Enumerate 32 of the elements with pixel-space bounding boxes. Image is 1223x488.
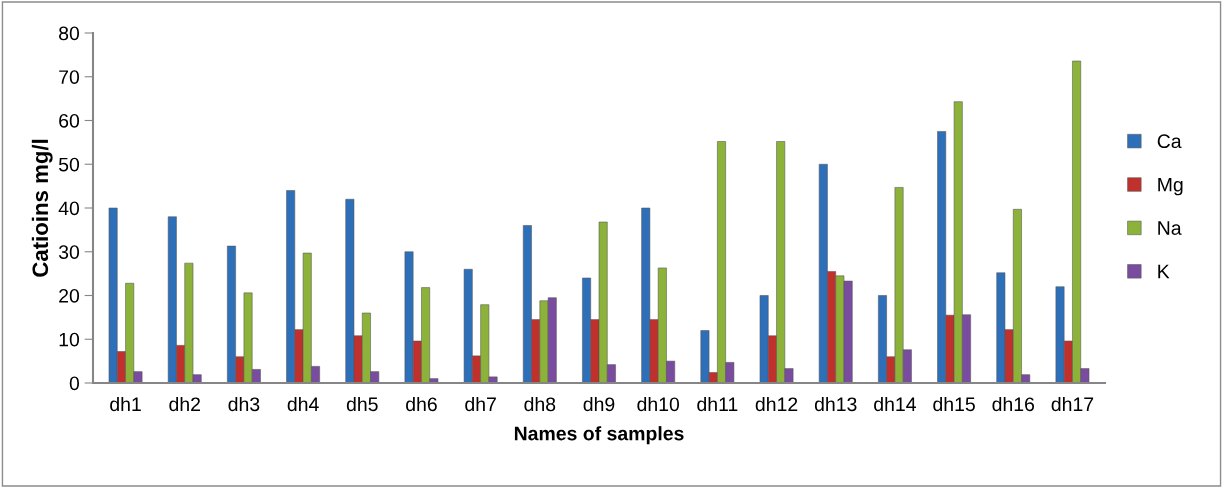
- x-tick-label: dh7: [465, 396, 496, 412]
- y-tick-label: 20: [59, 288, 80, 303]
- y-tick-label: 70: [59, 70, 80, 84]
- x-axis-title: Names of samples: [514, 426, 684, 445]
- y-axis-title: Catioins mg/l: [31, 139, 53, 277]
- y-tick-label: 60: [59, 113, 80, 128]
- y-tick-label: 80: [59, 26, 80, 41]
- y-tick-label: 40: [58, 201, 80, 216]
- x-tick-label: dh9: [583, 396, 615, 412]
- x-tick-label: dh6: [406, 396, 437, 412]
- x-tick-label: dh1: [110, 396, 141, 412]
- x-tick-label: dh2: [169, 396, 200, 412]
- y-tick-label: 0: [69, 376, 80, 391]
- x-tick-label: dh5: [346, 396, 378, 412]
- x-tick-label: dh3: [228, 396, 260, 412]
- x-tick-label: dh17: [1051, 396, 1094, 412]
- x-tick-label: dh15: [933, 396, 975, 412]
- legend-label: K: [1158, 264, 1170, 279]
- x-tick-label: dh10: [637, 396, 680, 412]
- x-tick-label: dh14: [874, 396, 916, 412]
- legend-label: Na: [1158, 221, 1182, 235]
- x-tick-label: dh8: [524, 396, 556, 412]
- x-tick-label: dh13: [814, 396, 857, 412]
- legend-label: Ca: [1157, 134, 1182, 149]
- x-tick-label: dh12: [755, 396, 798, 412]
- legend-label: Mg: [1158, 177, 1183, 196]
- x-tick-label: dh4: [287, 396, 319, 412]
- y-tick-label: 10: [59, 332, 80, 347]
- x-tick-label: dh11: [697, 396, 738, 412]
- y-tick-label: 50: [58, 157, 80, 172]
- y-tick-label: 30: [58, 245, 80, 259]
- x-tick-label: dh16: [992, 396, 1035, 412]
